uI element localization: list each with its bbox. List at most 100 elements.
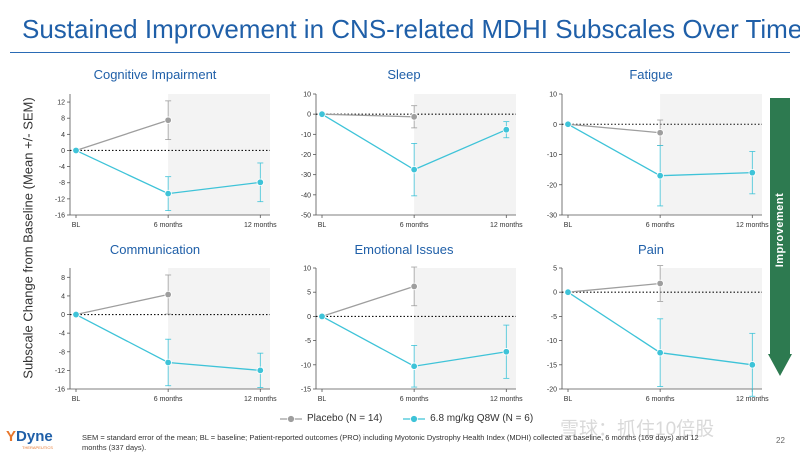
chart-title-fatigue: Fatigue bbox=[629, 67, 673, 82]
logo-text: Dyne bbox=[16, 428, 53, 445]
y-tick-label: -10 bbox=[301, 362, 311, 369]
y-tick-label: 0 bbox=[307, 112, 311, 119]
legend-item-treated: 6.8 mg/kg Q8W (N = 6) bbox=[403, 413, 533, 424]
x-tick-label: 6 months bbox=[400, 222, 429, 229]
y-tick-label: -20 bbox=[547, 387, 557, 394]
placebo-data-point bbox=[410, 113, 418, 121]
y-tick-label: -10 bbox=[547, 338, 557, 345]
treated-data-point bbox=[164, 189, 172, 198]
y-tick-label: 10 bbox=[549, 92, 557, 99]
treated-data-point bbox=[318, 110, 326, 118]
y-tick-label: -4 bbox=[59, 164, 65, 171]
placebo-series-line bbox=[321, 113, 415, 118]
treated-data-point bbox=[748, 168, 756, 177]
placebo-series-line bbox=[567, 282, 661, 293]
x-tick-label: 12 months bbox=[490, 396, 523, 403]
y-tick-label: 10 bbox=[303, 266, 311, 273]
chart-title-pain: Pain bbox=[637, 242, 665, 257]
y-tick-label: -20 bbox=[301, 152, 311, 159]
placebo-data-point bbox=[164, 116, 172, 124]
chart-cognitive-impairment: -16 -12 -8 -4 0 4 8 12 BL 6 months 12 months bbox=[55, 94, 277, 229]
treated-data-point bbox=[564, 288, 572, 296]
x-tick-label: BL bbox=[318, 396, 327, 403]
y-tick-label: 10 bbox=[303, 92, 311, 99]
x-tick-label: 12 months bbox=[244, 222, 277, 229]
watermark: 雪球：抓住10倍股 bbox=[560, 419, 715, 440]
improvement-arrow bbox=[768, 98, 792, 376]
placebo-series-line bbox=[75, 119, 169, 152]
placebo-series-line bbox=[75, 293, 169, 316]
y-tick-label: -15 bbox=[301, 387, 311, 394]
x-tick-label: BL bbox=[318, 222, 327, 229]
chart-title-sleep: Sleep bbox=[387, 67, 421, 82]
y-tick-label: 4 bbox=[61, 293, 65, 300]
y-tick-label: 0 bbox=[553, 290, 557, 297]
treated-data-point bbox=[318, 312, 326, 321]
placebo-data-point bbox=[410, 282, 418, 291]
legend: Placebo (N = 14) 6.8 mg/kg Q8W (N = 6) bbox=[280, 413, 551, 427]
treated-data-point bbox=[656, 171, 664, 180]
y-tick-label: -5 bbox=[551, 314, 557, 321]
treated-data-point bbox=[72, 146, 80, 155]
x-tick-label: 6 months bbox=[400, 396, 429, 403]
placebo-series-line bbox=[321, 285, 415, 318]
y-tick-label: -20 bbox=[547, 182, 557, 189]
y-tick-label: 5 bbox=[307, 290, 311, 297]
y-tick-label: -8 bbox=[59, 349, 65, 356]
treated-data-point bbox=[656, 348, 664, 357]
y-tick-label: -8 bbox=[59, 180, 65, 187]
y-tick-label: -30 bbox=[301, 172, 311, 179]
x-tick-label: 6 months bbox=[154, 222, 183, 229]
legend-marker-treated bbox=[403, 414, 426, 423]
logo-tagline: THERAPEUTICS bbox=[22, 445, 53, 450]
y-tick-label: -5 bbox=[305, 338, 311, 345]
y-tick-label: -15 bbox=[547, 362, 557, 369]
y-tick-label: -30 bbox=[547, 213, 557, 220]
y-tick-label: -12 bbox=[55, 368, 65, 375]
x-tick-label: 12 months bbox=[736, 396, 769, 403]
chart-emotional-issues: -15 -10 -5 0 5 10 BL 6 months 12 months bbox=[301, 266, 523, 404]
y-tick-label: 0 bbox=[61, 312, 65, 319]
treated-data-point bbox=[748, 361, 756, 369]
y-tick-label: -12 bbox=[55, 196, 65, 203]
y-tick-label: 4 bbox=[61, 132, 65, 139]
improvement-label: Improvement bbox=[774, 192, 786, 268]
chart-title-emotional-issues: Emotional Issues bbox=[354, 242, 454, 257]
placebo-data-point bbox=[656, 129, 664, 137]
y-tick-label: 5 bbox=[553, 266, 557, 273]
y-tick-label: 12 bbox=[57, 100, 65, 107]
treated-data-point bbox=[410, 165, 418, 174]
footnote: SEM = standard error of the mean; BL = b… bbox=[82, 433, 699, 452]
y-tick-label: 0 bbox=[61, 148, 65, 155]
chart-fatigue: -30 -20 -10 0 10 BL 6 months 12 months bbox=[547, 92, 769, 230]
y-tick-label: -40 bbox=[301, 192, 311, 199]
treated-data-point bbox=[410, 362, 418, 370]
y-tick-label: -10 bbox=[301, 132, 311, 139]
placebo-data-point bbox=[164, 290, 172, 299]
y-tick-label: -16 bbox=[55, 387, 65, 394]
x-tick-label: 6 months bbox=[154, 396, 183, 403]
x-tick-label: 12 months bbox=[244, 396, 277, 403]
treated-data-point bbox=[256, 178, 264, 187]
y-tick-label: 8 bbox=[61, 275, 65, 282]
post-baseline-shade bbox=[414, 94, 516, 215]
chart-title-cognitive-impairment: Cognitive Impairment bbox=[93, 67, 217, 82]
placebo-data-point bbox=[656, 279, 664, 288]
legend-label-treated: 6.8 mg/kg Q8W (N = 6) bbox=[430, 413, 534, 424]
x-tick-label: 12 months bbox=[736, 222, 769, 229]
post-baseline-shade bbox=[414, 268, 516, 389]
page-number: 22 bbox=[776, 436, 785, 445]
chart-sleep: -50 -40 -30 -20 -10 0 10 BL 6 months 12 months bbox=[301, 92, 523, 230]
chart-pain: -20 -15 -10 -5 0 5 BL 6 months 12 months bbox=[547, 265, 769, 403]
treated-data-point bbox=[72, 310, 80, 319]
y-tick-label: -10 bbox=[547, 152, 557, 159]
post-baseline-shade bbox=[660, 268, 762, 389]
x-tick-label: BL bbox=[564, 222, 573, 229]
y-tick-label: 8 bbox=[61, 116, 65, 123]
placebo-series-line bbox=[567, 123, 661, 134]
chart-communication: -16 -12 -8 -4 0 4 8 BL 6 months 12 months bbox=[55, 268, 277, 403]
post-baseline-shade bbox=[168, 94, 270, 215]
x-tick-label: 6 months bbox=[646, 396, 675, 403]
post-baseline-shade bbox=[660, 94, 762, 215]
slide-title: Sustained Improvement in CNS-related MDH… bbox=[22, 14, 800, 44]
